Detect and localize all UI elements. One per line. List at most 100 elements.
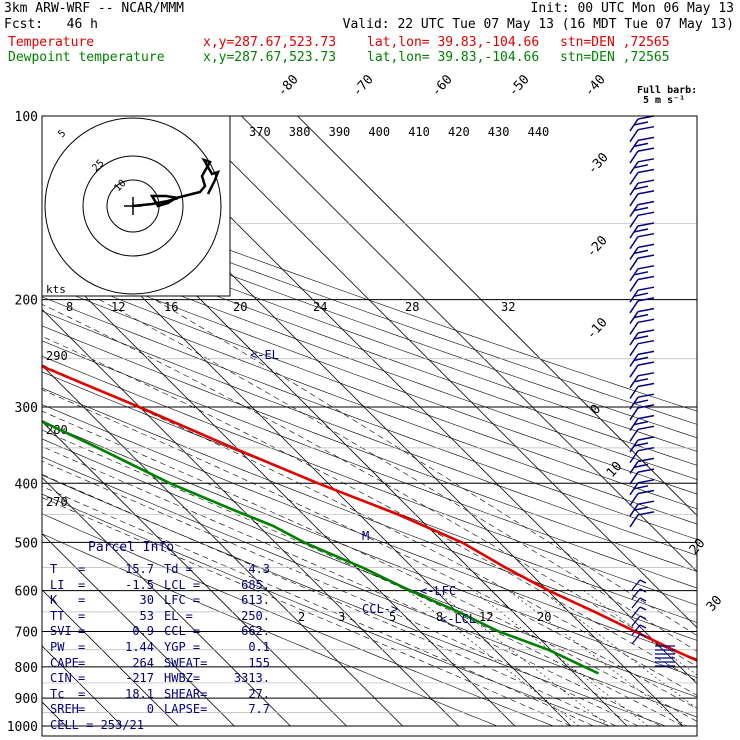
forecast-hour: Fcst: 46 h xyxy=(4,17,98,32)
model-title: 3km ARW-WRF -- NCAR/MMM xyxy=(4,1,185,16)
parcel-value: 30 xyxy=(139,593,154,608)
full-barb-units: 5 m s⁻¹ xyxy=(643,95,686,106)
plot-frame xyxy=(41,115,698,737)
pressure-tick-label: 100 xyxy=(15,110,38,125)
hodograph-ring-25 xyxy=(44,117,222,295)
pressure-tick-label: 900 xyxy=(15,692,38,707)
parcel-value: 18.1 xyxy=(125,686,154,701)
hodograph: 5 25 10 kts xyxy=(41,115,231,297)
temp-xy: x,y=287.67,523.73 xyxy=(203,35,337,50)
temp-station: stn=DEN ,72565 xyxy=(560,35,670,50)
theta-label: 430 xyxy=(488,125,510,139)
isotherm-label: 30 xyxy=(704,593,726,615)
init-time: Init: 00 UTC Mon 06 May 13 xyxy=(530,1,735,16)
parcel-value: 662. xyxy=(241,624,270,639)
isotherm-label: -60 xyxy=(429,72,456,99)
pressure-tick-label: 300 xyxy=(15,401,38,416)
isotherm-label: -80 xyxy=(275,72,302,99)
parcel-value: 613. xyxy=(241,593,270,608)
mixing-ratio-label: 12 xyxy=(479,610,493,624)
wind-barb xyxy=(629,511,655,528)
parcel-value: 685. xyxy=(241,577,270,592)
theta-label-left: 290 xyxy=(46,349,68,363)
parcel-label: SREH xyxy=(50,702,79,717)
parcel-value: 4.3 xyxy=(248,562,270,576)
wind-barb xyxy=(629,297,655,314)
theta-label: 370 xyxy=(249,125,271,139)
wind-barb xyxy=(629,500,655,517)
parcel-label: LI xyxy=(50,577,65,592)
isotherm xyxy=(42,533,235,727)
parcel-value: 3313. xyxy=(233,671,270,686)
wind-barb xyxy=(629,425,655,442)
wind-barb xyxy=(631,588,647,600)
isotherm xyxy=(128,116,697,685)
isotherm-label: -20 xyxy=(584,233,611,260)
parcel-value: 0 xyxy=(146,702,154,717)
temperature-profile xyxy=(42,364,697,662)
parcel-row: PW = 1.44 YGP = 0.1 xyxy=(50,639,270,654)
isotherm xyxy=(42,364,403,727)
parcel-value: 1.44 xyxy=(125,639,154,654)
wind-barb xyxy=(631,624,647,636)
parcel-cell: CELL = 253/21 xyxy=(50,717,144,732)
parcel-value: 53 xyxy=(139,608,154,623)
wind-barb xyxy=(629,275,655,292)
wind-barb xyxy=(629,339,655,357)
parcel-level-marker: <-LCL xyxy=(440,612,476,626)
wind-barb xyxy=(629,479,655,496)
wind-barb xyxy=(629,436,655,453)
wind-barb xyxy=(629,147,655,164)
mixing-ratio-label: 5 xyxy=(389,610,396,624)
mixing-ratio-line xyxy=(472,590,649,727)
wind-barb xyxy=(629,286,655,303)
speed-label: 20 xyxy=(233,300,247,314)
wind-barb xyxy=(629,200,655,218)
wind-barb xyxy=(629,329,655,346)
theta-label: 420 xyxy=(448,125,470,139)
parcel-row: SREH = 0 LAPSE= 7.7 xyxy=(50,702,270,717)
speed-label: 32 xyxy=(501,300,515,314)
theta-label: 390 xyxy=(329,125,351,139)
wind-barb xyxy=(629,404,655,421)
parcel-label: T xyxy=(50,562,58,576)
wind-barb xyxy=(631,633,647,645)
parcel-value: 0.1 xyxy=(248,639,270,654)
parcel-label: CAPE xyxy=(50,655,79,670)
dew-latlon: lat,lon= 39.83,-104.66 xyxy=(367,50,540,65)
parcel-value: -1.5 xyxy=(125,577,154,592)
parcel-value: 264 xyxy=(132,655,154,670)
wind-barb xyxy=(629,489,655,506)
wind-barb xyxy=(629,372,655,389)
pressure-tick-label: 200 xyxy=(15,294,38,309)
speed-label: 24 xyxy=(313,300,327,314)
moist-adiabat xyxy=(42,389,697,710)
parcel-level-marker: <-LFC xyxy=(420,584,456,598)
pressure-tick-label: 800 xyxy=(15,661,38,676)
wind-barb xyxy=(629,125,655,143)
isotherm-label: -70 xyxy=(350,72,377,99)
isotherm xyxy=(241,116,697,573)
temp-latlon: lat,lon= 39.83,-104.66 xyxy=(367,35,540,50)
isotherm-label: -10 xyxy=(584,315,611,342)
parcel-row: Tc = 18.1 SHEAR= 27. xyxy=(50,686,270,701)
isotherm xyxy=(42,252,516,727)
legend-dewpoint: Dewpoint temperature xyxy=(8,50,165,65)
full-barb-label: Full barb: xyxy=(637,85,698,96)
wind-barb xyxy=(631,579,647,591)
theta-label: 380 xyxy=(289,125,311,139)
isotherm-label: -40 xyxy=(582,72,609,99)
pressure-tick-label: 500 xyxy=(15,536,38,551)
speed-label: 12 xyxy=(111,300,125,314)
parcel-level-marker: <-EL xyxy=(250,348,279,362)
wind-barb xyxy=(629,414,655,432)
parcel-info-table: T = 15.7 Td = 4.3 LI = -1.5 LCL = 685. K = 30 LFC = 61… xyxy=(50,562,270,734)
mixing-ratio-label: 8 xyxy=(436,610,443,624)
hodograph-trace xyxy=(132,157,221,208)
speed-label: 16 xyxy=(164,300,178,314)
wind-barb xyxy=(629,211,655,228)
parcel-row: SVI = -0.9 CCL = 662. xyxy=(50,624,270,639)
wind-barb xyxy=(629,382,655,399)
speed-label: 28 xyxy=(405,300,419,314)
